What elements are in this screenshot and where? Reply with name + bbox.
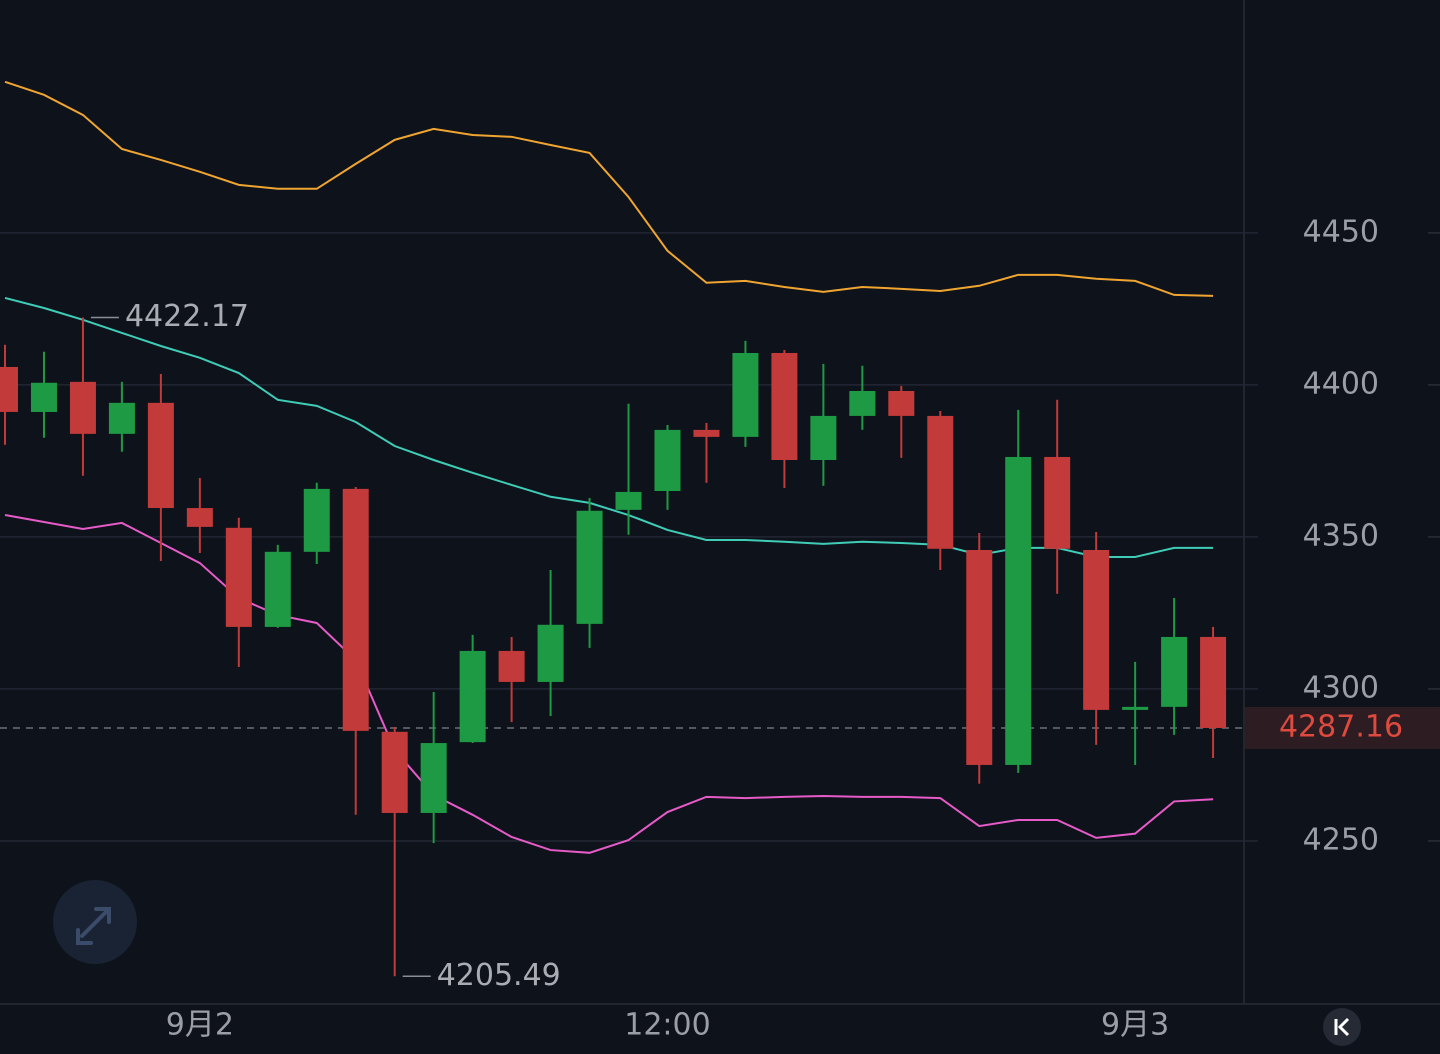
- min-label: 4205.49: [437, 958, 561, 993]
- x-tick-label: 9月2: [166, 1008, 234, 1043]
- candle-body: [225, 527, 252, 627]
- candle-body: [654, 429, 681, 492]
- candle-body: [537, 624, 564, 682]
- candle-body: [1161, 636, 1188, 707]
- candle-body: [0, 366, 18, 412]
- y-tick-label: 4300: [1303, 670, 1379, 705]
- last-price-box: [1245, 706, 1440, 749]
- candle-body: [615, 491, 642, 510]
- candle-body: [264, 551, 291, 627]
- candle-body: [420, 743, 447, 813]
- candle-body: [1200, 636, 1227, 728]
- x-tick-label: 9月3: [1101, 1008, 1169, 1043]
- candle-body: [147, 402, 174, 509]
- y-tick-label: 4400: [1303, 366, 1379, 401]
- candle-body: [1122, 706, 1149, 710]
- scroll-to-latest-button[interactable]: [1323, 1008, 1361, 1046]
- candle-body: [1083, 549, 1110, 710]
- candle-body: [303, 488, 330, 552]
- candle-body: [381, 731, 408, 813]
- candle-body: [966, 549, 993, 765]
- x-tick-label: 12:00: [624, 1008, 710, 1043]
- candle-body: [459, 650, 486, 743]
- candle-body: [576, 510, 603, 624]
- candle-body: [927, 415, 954, 549]
- y-tick-label: 4450: [1303, 214, 1379, 249]
- candle-body: [1005, 456, 1032, 765]
- candle-body: [108, 402, 135, 434]
- candle-body: [186, 508, 213, 527]
- candle-body: [693, 429, 720, 437]
- y-tick-label: 4350: [1303, 518, 1379, 553]
- band-line: [4, 80, 1214, 297]
- band-line: [4, 514, 1214, 854]
- candle-body: [30, 382, 57, 412]
- candle-body: [849, 390, 876, 416]
- candle-body: [1044, 456, 1071, 549]
- y-tick-label: 4250: [1303, 822, 1379, 857]
- candle-body: [810, 415, 837, 460]
- max-label: 4422.17: [125, 299, 249, 334]
- last-price-label: 4287.16: [1279, 709, 1403, 744]
- candle-body: [732, 352, 759, 437]
- candle-body: [69, 381, 96, 434]
- candle-body: [771, 352, 798, 460]
- candle-body: [342, 488, 369, 731]
- candle-body: [498, 650, 525, 682]
- expand-button[interactable]: [53, 880, 137, 964]
- candle-body: [888, 390, 915, 416]
